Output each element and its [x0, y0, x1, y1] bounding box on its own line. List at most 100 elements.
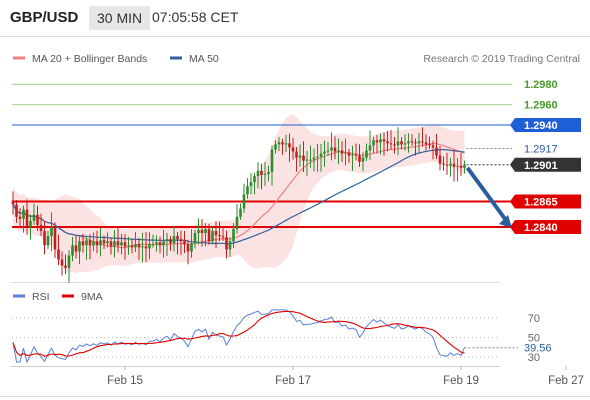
- candle-body: [95, 241, 99, 246]
- time-tick-label: Feb 27: [548, 375, 584, 387]
- candle-body: [463, 164, 466, 168]
- candle-body: [421, 141, 424, 143]
- level-tag-target: [510, 219, 581, 234]
- candle-body: [393, 144, 396, 146]
- candle-body: [162, 241, 165, 246]
- candle-body: [109, 241, 113, 247]
- candle-body: [211, 231, 214, 242]
- candle-body: [305, 159, 309, 161]
- candle-body: [253, 175, 256, 183]
- candle-body: [347, 152, 351, 156]
- candle-body: [11, 200, 15, 205]
- candle-body: [284, 143, 288, 145]
- rsi-line: [12, 309, 465, 364]
- candle-body: [78, 241, 81, 252]
- rsi-last-value: 39.56: [524, 343, 552, 355]
- candle-body: [386, 141, 389, 144]
- candle-body: [22, 209, 25, 219]
- candle-body: [137, 244, 141, 248]
- candle-body: [435, 147, 438, 156]
- candle-body: [326, 150, 330, 152]
- candle-body: [368, 145, 372, 151]
- candle-body: [123, 242, 127, 247]
- chart-header: GBP/USD 30 MIN 07:05:58 CET: [0, 0, 590, 36]
- candle-body: [442, 163, 445, 165]
- candle-body: [361, 157, 365, 162]
- candle-body: [158, 242, 162, 246]
- candle-body: [456, 165, 459, 167]
- candle-body: [165, 239, 169, 242]
- currency-pair-title: GBP/USD: [10, 9, 79, 26]
- candle-body: [337, 150, 340, 152]
- candle-body: [106, 241, 109, 244]
- candle-body: [333, 147, 337, 152]
- level-tag-label: 1.2865: [524, 196, 558, 208]
- candle-body: [316, 156, 319, 158]
- candle-body: [46, 236, 50, 246]
- level-tag-label: 1.2980: [524, 79, 558, 91]
- candle-body: [18, 216, 22, 219]
- candle-body: [428, 144, 431, 146]
- candle-body: [340, 150, 344, 154]
- candle-body: [221, 236, 225, 238]
- candle-body: [288, 143, 291, 148]
- level-tag-label: 1.2940: [524, 120, 558, 132]
- candle-body: [396, 141, 400, 146]
- candle-body: [309, 159, 312, 161]
- candle-body: [99, 240, 102, 246]
- candle-body: [190, 243, 193, 252]
- time-axis: Feb 15 Feb 17 Feb 19 Feb 27: [107, 366, 584, 387]
- candle-body: [239, 208, 242, 217]
- candle-body: [232, 229, 235, 242]
- candle-body: [204, 229, 207, 234]
- candle-body: [186, 244, 190, 252]
- rsi-tick-label: 70: [528, 313, 540, 325]
- candle-body: [344, 152, 347, 154]
- ma20-line: [12, 142, 465, 249]
- candle-body: [246, 186, 249, 195]
- candle-body: [449, 163, 452, 166]
- candle-body: [302, 155, 305, 161]
- candle-body: [256, 170, 260, 176]
- candle-body: [270, 149, 274, 172]
- candle-body: [74, 245, 78, 252]
- candle-body: [25, 209, 29, 227]
- candle-body: [372, 140, 375, 146]
- candle-body: [410, 141, 414, 143]
- candle-body: [15, 204, 18, 217]
- candle-body: [407, 141, 410, 144]
- candle-body: [116, 241, 120, 246]
- level-tag-support: [510, 194, 581, 209]
- candle-body: [57, 249, 60, 260]
- candle-body: [438, 155, 442, 164]
- level-tag-label: 1.2901: [524, 160, 558, 172]
- candle-body: [225, 237, 228, 250]
- current-time: 07:05:58 CET: [152, 9, 239, 25]
- candle-body: [354, 154, 358, 156]
- ma20-legend-label: MA 20 + Bollinger Bands: [32, 53, 147, 65]
- candle-body: [155, 242, 158, 245]
- level-tag-label: 1.2960: [524, 100, 558, 112]
- candle-body: [183, 241, 186, 245]
- candle-body: [36, 214, 39, 225]
- candle-body: [330, 147, 333, 151]
- candle-body: [172, 236, 176, 244]
- candle-body: [274, 144, 277, 150]
- candle-body: [88, 240, 92, 246]
- candle-body: [120, 242, 123, 246]
- candle-body: [43, 231, 46, 246]
- candle-body: [424, 142, 428, 145]
- candle-body: [382, 139, 386, 142]
- candle-body: [400, 141, 403, 145]
- candle-body: [85, 240, 88, 246]
- research-credit: Research © 2019 Trading Central: [423, 53, 580, 65]
- level-labels: 1.2980 1.2960 1.2940 1.2917 1.2901 1.2865 1.28…: [510, 79, 581, 234]
- timeframe-button[interactable]: 30 MIN: [89, 6, 151, 30]
- candle-body: [414, 142, 417, 144]
- candle-body: [200, 230, 204, 234]
- candle-body: [235, 216, 239, 230]
- candle-body: [64, 265, 67, 268]
- candle-body: [134, 244, 137, 248]
- candle-body: [207, 229, 211, 242]
